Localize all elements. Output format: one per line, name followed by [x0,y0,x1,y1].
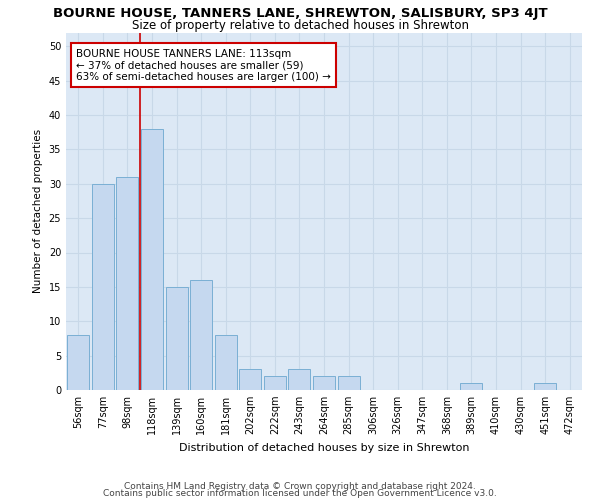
Text: Contains public sector information licensed under the Open Government Licence v3: Contains public sector information licen… [103,489,497,498]
Bar [116,177,139,390]
Bar [460,383,482,390]
Text: Size of property relative to detached houses in Shrewton: Size of property relative to detached ho… [131,18,469,32]
Bar [190,280,212,390]
Bar [166,287,188,390]
Text: BOURNE HOUSE TANNERS LANE: 113sqm
← 37% of detached houses are smaller (59)
63% : BOURNE HOUSE TANNERS LANE: 113sqm ← 37% … [76,48,331,82]
Text: BOURNE HOUSE, TANNERS LANE, SHREWTON, SALISBURY, SP3 4JT: BOURNE HOUSE, TANNERS LANE, SHREWTON, SA… [53,8,547,20]
Bar [338,376,359,390]
X-axis label: Distribution of detached houses by size in Shrewton: Distribution of detached houses by size … [179,442,469,452]
Bar [67,335,89,390]
Bar [141,128,163,390]
Text: Contains HM Land Registry data © Crown copyright and database right 2024.: Contains HM Land Registry data © Crown c… [124,482,476,491]
Bar [534,383,556,390]
Bar [215,335,237,390]
Bar [289,370,310,390]
Bar [92,184,114,390]
Bar [264,376,286,390]
Bar [313,376,335,390]
Y-axis label: Number of detached properties: Number of detached properties [33,129,43,294]
Bar [239,370,262,390]
